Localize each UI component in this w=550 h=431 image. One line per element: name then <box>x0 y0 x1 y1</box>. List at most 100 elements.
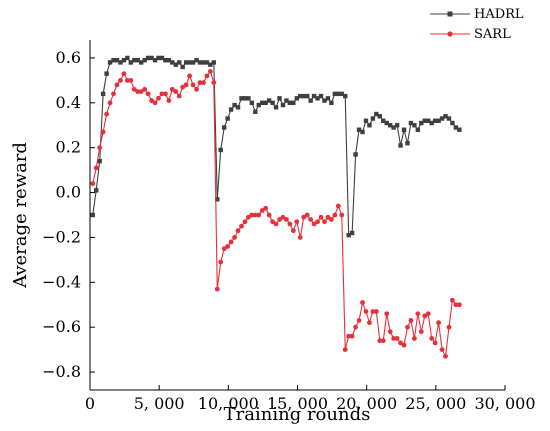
data-point-hadrl <box>325 96 331 101</box>
data-point-hadrl <box>381 118 386 123</box>
data-point-hadrl <box>391 125 396 130</box>
data-point-hadrl <box>315 96 320 101</box>
legend-swatch-marker <box>447 11 453 17</box>
data-point-hadrl <box>180 64 185 70</box>
data-point-hadrl <box>370 116 376 121</box>
x-tick-label: 5, 000 <box>134 394 185 413</box>
series-line-hadrl <box>92 57 460 237</box>
data-point-hadrl <box>291 100 296 106</box>
data-point-sarl <box>304 212 310 218</box>
data-point-hadrl <box>242 96 248 101</box>
data-point-sarl <box>100 129 106 135</box>
data-point-sarl <box>111 91 116 97</box>
data-point-sarl <box>270 219 275 225</box>
data-point-sarl <box>176 93 182 99</box>
data-point-hadrl <box>111 57 116 63</box>
data-point-sarl <box>425 311 431 317</box>
data-point-hadrl <box>339 91 344 97</box>
data-point-hadrl <box>218 147 223 153</box>
y-tick-label: 0.0 <box>56 183 81 202</box>
data-point-hadrl <box>384 120 389 126</box>
data-point-hadrl <box>194 57 199 63</box>
series-line-sarl <box>92 70 460 359</box>
data-point-hadrl <box>266 98 272 103</box>
data-point-sarl <box>249 212 255 218</box>
data-point-sarl <box>194 86 199 92</box>
data-point-sarl <box>252 212 258 218</box>
x-axis-title: Training rounds <box>224 404 371 425</box>
data-point-sarl <box>377 338 383 344</box>
data-point-sarl <box>308 217 314 222</box>
legend-label: SARL <box>474 27 511 42</box>
series-hadrl <box>90 55 462 238</box>
data-point-hadrl <box>301 93 306 99</box>
data-point-hadrl <box>156 55 161 61</box>
data-point-hadrl <box>232 102 237 108</box>
data-point-hadrl <box>356 127 362 132</box>
data-point-sarl <box>325 214 331 220</box>
data-point-hadrl <box>353 152 358 157</box>
data-point-sarl <box>266 212 272 218</box>
data-point-sarl <box>221 246 227 252</box>
data-point-sarl <box>235 228 241 234</box>
data-point-hadrl <box>443 114 448 119</box>
data-point-sarl <box>346 333 352 339</box>
data-point-sarl <box>411 335 417 341</box>
data-point-sarl <box>443 353 448 359</box>
data-point-hadrl <box>228 107 234 112</box>
data-point-hadrl <box>408 120 414 126</box>
y-tick-label: −0.2 <box>42 227 81 246</box>
data-point-hadrl <box>190 60 196 65</box>
data-point-sarl <box>218 259 224 265</box>
data-point-hadrl <box>367 123 372 128</box>
legend: HADRL SARL <box>430 7 524 42</box>
data-point-sarl <box>277 217 282 222</box>
series-layer <box>90 55 462 359</box>
data-point-hadrl <box>173 62 178 67</box>
data-point-sarl <box>356 318 362 323</box>
data-point-sarl <box>322 219 327 225</box>
data-point-sarl <box>429 335 435 341</box>
data-point-hadrl <box>118 60 123 65</box>
y-tick-label: −0.8 <box>42 362 81 381</box>
x-tick-label: 15, 000 <box>267 394 328 413</box>
data-point-sarl <box>401 342 407 348</box>
data-point-hadrl <box>114 57 120 63</box>
data-point-hadrl <box>177 60 182 65</box>
data-point-hadrl <box>419 120 424 126</box>
y-tick-label: 0.6 <box>56 48 81 67</box>
data-point-sarl <box>107 100 113 106</box>
data-point-sarl <box>391 335 397 341</box>
data-point-sarl <box>135 89 141 95</box>
data-point-hadrl <box>436 118 441 123</box>
data-point-sarl <box>290 228 296 234</box>
data-point-sarl <box>207 69 213 74</box>
data-point-hadrl <box>94 188 99 193</box>
data-point-sarl <box>197 80 203 86</box>
data-point-hadrl <box>280 102 286 108</box>
data-point-hadrl <box>304 93 310 99</box>
data-point-hadrl <box>145 55 151 61</box>
data-point-hadrl <box>432 118 438 123</box>
data-point-sarl <box>204 73 210 79</box>
data-point-sarl <box>180 84 186 90</box>
data-point-hadrl <box>336 91 341 97</box>
data-point-sarl <box>131 86 137 92</box>
data-point-sarl <box>398 340 403 346</box>
data-point-sarl <box>128 77 134 83</box>
data-point-hadrl <box>270 100 275 106</box>
data-point-hadrl <box>374 111 379 117</box>
data-point-sarl <box>145 91 151 97</box>
data-point-sarl <box>152 100 158 106</box>
y-tick-label: −0.4 <box>42 272 81 291</box>
data-point-sarl <box>380 338 386 344</box>
data-point-hadrl <box>152 57 158 63</box>
data-point-sarl <box>328 217 334 222</box>
x-ticks: 0 5, 000 10, 000 15, 000 20, 000 25, 000 30, 0… <box>85 385 536 413</box>
data-point-sarl <box>239 223 244 229</box>
data-point-hadrl <box>398 143 403 148</box>
x-tick-label: 30, 000 <box>474 394 535 413</box>
data-point-hadrl <box>329 100 334 106</box>
data-point-hadrl <box>294 96 300 101</box>
data-point-hadrl <box>211 60 217 65</box>
